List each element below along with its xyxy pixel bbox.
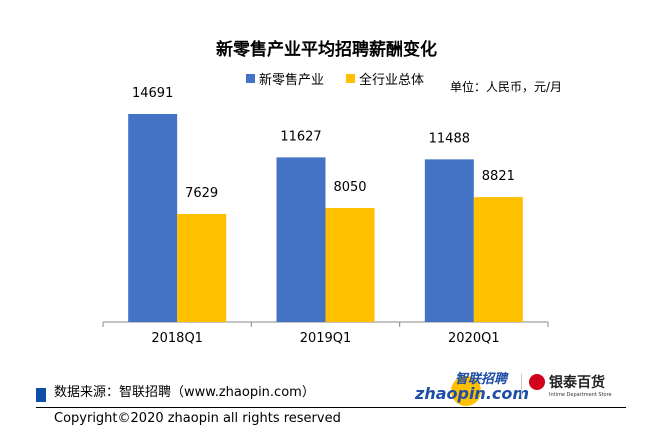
data-label: 14691 [132, 86, 173, 101]
source-text: 数据来源：智联招聘（www.zhaopin.com） [54, 385, 315, 400]
legend-item-retail: 新零售产业 [246, 69, 324, 88]
data-label: 11627 [280, 129, 321, 144]
legend-label: 全行业总体 [359, 73, 425, 88]
chart-title: 新零售产业平均招聘薪酬变化 [216, 40, 437, 60]
bar-2020Q1-1 [473, 197, 523, 322]
copyright-text: Copyright©2020 zhaopin all rights reserv… [54, 411, 341, 426]
x-tick-label: 2019Q1 [300, 331, 352, 346]
bar-2020Q1-0 [424, 159, 474, 322]
data-label: 8821 [482, 169, 515, 184]
bar-2018Q1-1 [177, 213, 227, 322]
data-label: 8050 [333, 180, 366, 195]
legend-swatch [246, 74, 255, 83]
bar-2018Q1-0 [128, 114, 178, 322]
x-tick-label: 2020Q1 [448, 331, 500, 346]
legend-swatch [346, 74, 355, 83]
yintai-logo: 银泰百货 Intime Department Store [523, 371, 623, 405]
data-label: 11488 [429, 131, 470, 146]
data-label: 7629 [185, 186, 218, 201]
x-tick-label: 2018Q1 [151, 331, 203, 346]
legend-item-all: 全行业总体 [346, 69, 424, 88]
unit-label: 单位：人民币，元/月 [450, 80, 563, 94]
bar-2019Q1-1 [325, 208, 375, 322]
zhaopin-logo: 智联招聘 zhaopin.com [415, 370, 529, 406]
legend-label: 新零售产业 [259, 73, 325, 88]
footer-divider [36, 407, 626, 408]
source-marker [36, 388, 46, 402]
bar-2019Q1-0 [276, 157, 326, 322]
